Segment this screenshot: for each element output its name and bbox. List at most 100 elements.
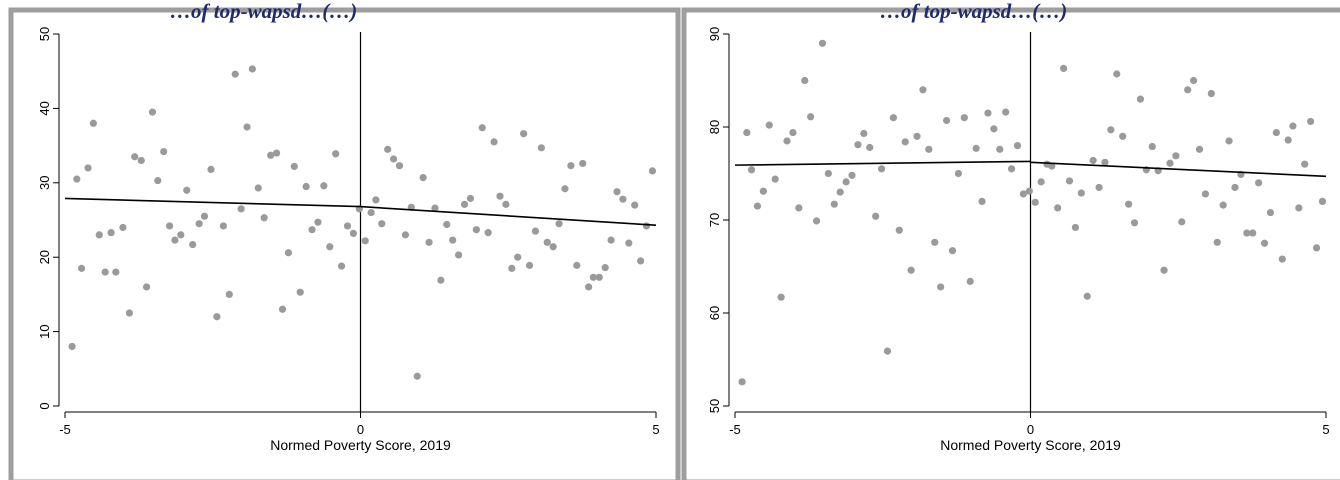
scatter-point <box>1089 156 1097 165</box>
scatter-point <box>585 283 593 291</box>
scatter-point <box>1101 158 1109 166</box>
scatter-point <box>419 173 427 182</box>
scatter-point <box>460 200 469 208</box>
scatter-point <box>1201 190 1210 198</box>
scatter-point <box>267 151 275 159</box>
scatter-point <box>1013 142 1022 150</box>
scatter-point <box>1002 108 1010 116</box>
scatter-point <box>154 176 162 185</box>
scatter-point <box>272 149 281 157</box>
scatter-point <box>1048 162 1056 170</box>
scatter-point <box>1125 200 1133 208</box>
x-tick-label: 0 <box>1027 422 1034 437</box>
scatter-point <box>549 243 557 251</box>
scatter-point <box>648 167 657 175</box>
scatter-point <box>472 226 480 234</box>
scatter-point <box>207 165 215 174</box>
scatter-point <box>101 268 109 276</box>
scatter-point <box>514 253 522 261</box>
scatter-point <box>1213 238 1221 246</box>
scatter-point <box>1172 152 1180 160</box>
scatter-point <box>200 212 209 220</box>
scatter-point <box>171 236 179 244</box>
scatter-point <box>68 342 76 351</box>
scatter-point <box>231 70 239 78</box>
y-tick-label: 70 <box>707 213 722 227</box>
scatter-point <box>131 153 139 161</box>
scatter-point <box>555 220 563 228</box>
scatter-point <box>361 237 369 245</box>
scatter-point <box>1071 223 1080 232</box>
scatter-point <box>895 226 903 234</box>
scatter-point <box>337 262 346 270</box>
scatter-point <box>1307 117 1315 126</box>
scatter-point <box>1190 76 1198 85</box>
y-tick-label: 0 <box>37 402 52 409</box>
scatter-point <box>320 182 328 190</box>
fit-line-left <box>64 197 361 208</box>
y-tick-label: 90 <box>707 27 722 41</box>
y-tick-label: 80 <box>707 120 722 134</box>
scatter-point <box>502 200 510 208</box>
scatter-point <box>972 144 980 152</box>
scatter-point <box>166 222 174 230</box>
scatter-point <box>642 222 651 230</box>
scatter-point <box>777 293 785 301</box>
scatter-point <box>1077 189 1085 197</box>
scatter-point <box>1278 255 1286 263</box>
chart-right: 50 60 70 80 90 -5 0 5 Normed Poverty Score, 2019 <box>707 27 1330 453</box>
scatter-point <box>978 197 986 205</box>
scatter-point <box>496 192 504 200</box>
scatter-point <box>425 238 433 246</box>
scatter-point <box>1059 64 1068 73</box>
x-tick-label: 0 <box>357 422 364 437</box>
scatter-point <box>1107 126 1115 134</box>
scatter-point <box>1037 178 1045 186</box>
scatter-point <box>1083 292 1091 300</box>
scatter-point <box>1255 179 1263 187</box>
scatter-point <box>812 217 821 225</box>
scatter-point <box>1195 145 1204 153</box>
x-tick-label: -5 <box>59 422 71 437</box>
scatter-point <box>326 243 334 251</box>
scatter-point <box>137 156 145 165</box>
scatter-point <box>372 196 380 204</box>
scatter-point <box>1225 137 1233 145</box>
scatter-point <box>747 166 756 174</box>
scatter-point <box>818 39 827 47</box>
scatter-point <box>1160 266 1168 274</box>
scatter-point <box>984 109 992 117</box>
scatter-point <box>225 290 233 298</box>
scatter-point <box>595 273 603 281</box>
scatter-point <box>579 159 587 168</box>
scatter-point <box>1166 159 1174 167</box>
scatter-point <box>302 182 310 191</box>
scatter-point <box>1312 244 1321 252</box>
scatter-point <box>437 276 445 284</box>
fit-line-left <box>734 160 1031 166</box>
scatter-point <box>913 132 921 140</box>
scatter-point <box>625 239 633 247</box>
scatter-point <box>836 188 844 196</box>
x-tick-label: 5 <box>652 422 659 437</box>
scatter-point <box>607 236 615 244</box>
scatter-point <box>314 218 322 226</box>
panel-title-left: …of top-wapsd…(…) <box>170 0 357 23</box>
scatter-point <box>637 257 645 265</box>
scatter-point <box>1025 187 1033 195</box>
scatter-point <box>1113 70 1121 78</box>
scatter-point <box>119 223 127 232</box>
scatter-point <box>95 231 103 239</box>
panel-frame-left <box>8 7 681 480</box>
scatter-point <box>1148 142 1156 151</box>
scatter-point <box>177 231 185 239</box>
scatter-point <box>883 347 892 355</box>
scatter-point <box>877 165 886 173</box>
scatter-point <box>107 229 115 237</box>
scatter-point <box>1219 201 1227 209</box>
scatter-point <box>537 144 545 152</box>
scatter-point <box>378 220 386 228</box>
scatter-point <box>948 247 957 255</box>
x-tick-label: 5 <box>1322 422 1329 437</box>
y-tick-label: 50 <box>707 399 722 413</box>
